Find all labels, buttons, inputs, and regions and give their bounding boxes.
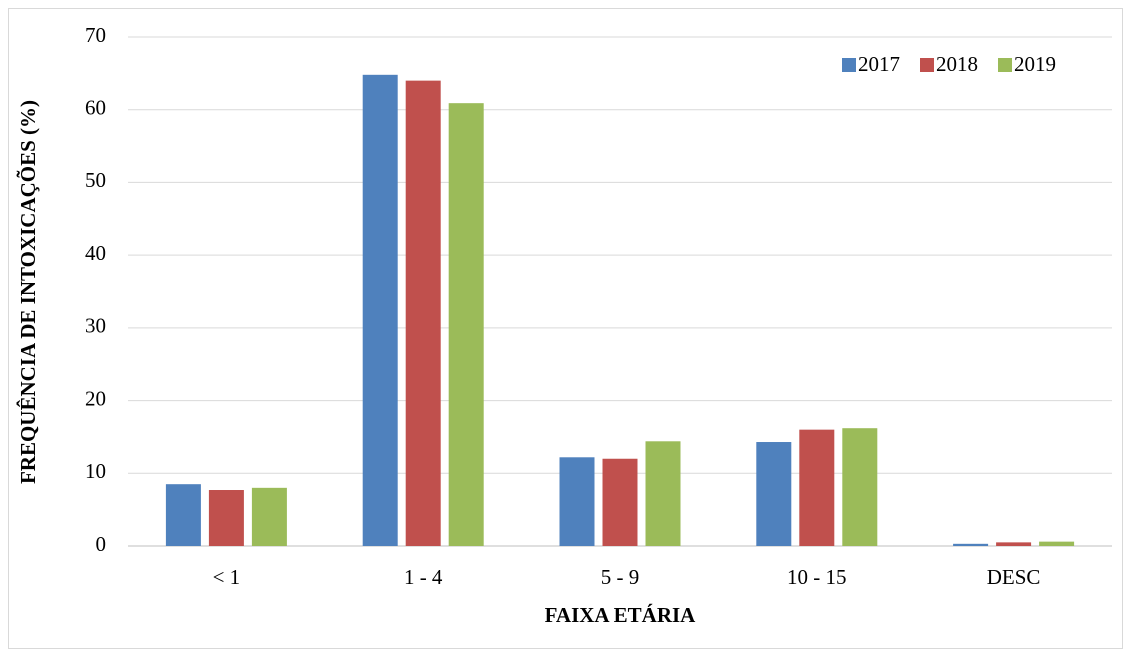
legend-swatch: [998, 58, 1012, 72]
bar: [362, 74, 398, 546]
y-tick-label: 60: [85, 96, 106, 120]
x-tick-label: 10 - 15: [787, 565, 847, 589]
legend-swatch: [842, 58, 856, 72]
bar: [602, 458, 638, 546]
y-tick-label: 70: [85, 23, 106, 47]
y-tick-label: 0: [96, 532, 107, 556]
y-tick-label: 10: [85, 459, 106, 483]
legend-label: 2018: [936, 52, 978, 76]
x-tick-label: DESC: [987, 565, 1041, 589]
x-tick-label: 1 - 4: [404, 565, 443, 589]
y-tick-label: 40: [85, 241, 106, 265]
bar: [405, 80, 441, 546]
bar: [756, 442, 792, 546]
bar: [996, 542, 1032, 546]
bar: [645, 441, 681, 546]
bar: [842, 428, 878, 546]
legend-label: 2017: [858, 52, 900, 76]
bar: [953, 543, 989, 546]
bar: [559, 457, 595, 546]
bar: [165, 484, 201, 546]
bar: [448, 103, 484, 547]
legend-label: 2019: [1014, 52, 1056, 76]
legend-swatch: [920, 58, 934, 72]
y-tick-label: 50: [85, 168, 106, 192]
x-tick-label: 5 - 9: [601, 565, 640, 589]
y-axis-label: FREQUÊNCIA DE INTOXICAÇÕES (%): [16, 100, 40, 484]
bar: [1039, 541, 1075, 546]
chart-border: [8, 8, 1123, 649]
bar: [799, 429, 835, 546]
x-tick-label: < 1: [213, 565, 241, 589]
y-tick-label: 30: [85, 314, 106, 338]
bar: [208, 490, 244, 546]
bar: [251, 487, 287, 546]
y-tick-label: 20: [85, 386, 106, 410]
x-axis-label: FAIXA ETÁRIA: [545, 603, 697, 627]
